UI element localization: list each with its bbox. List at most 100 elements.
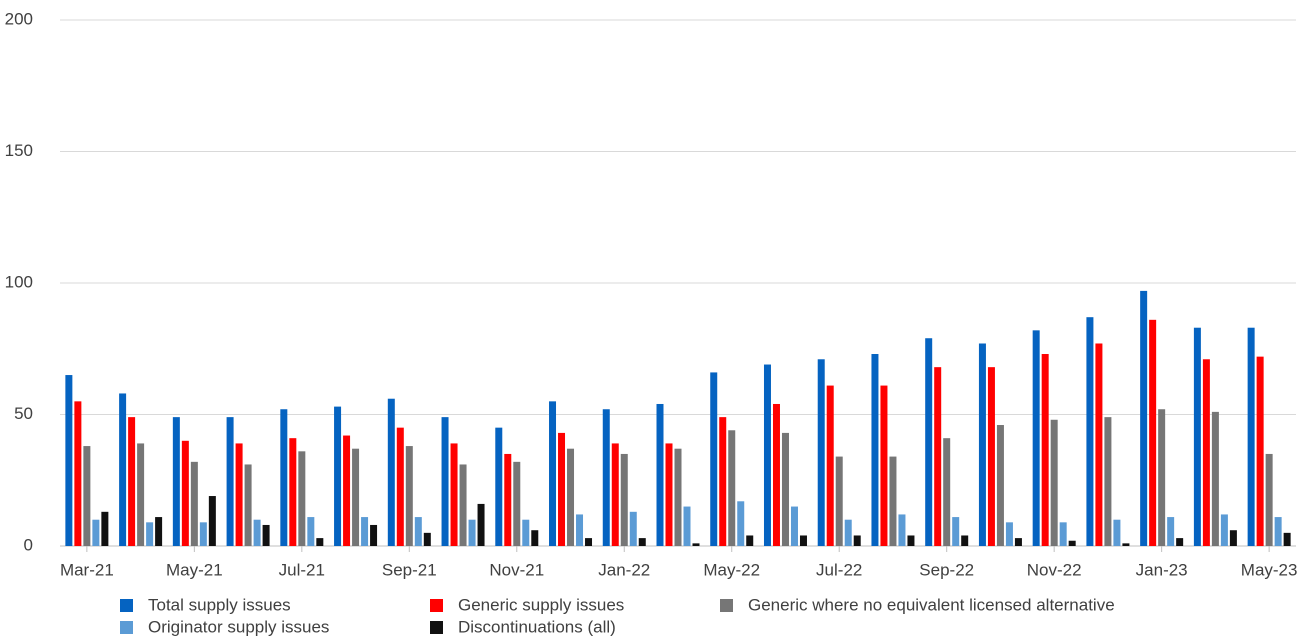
x-tick-label: May-23: [1241, 560, 1298, 579]
bar: [83, 446, 91, 546]
bar: [208, 496, 216, 546]
bar: [1095, 343, 1103, 546]
x-tick-label: Sep-22: [919, 560, 974, 579]
legend-swatch: [120, 621, 133, 634]
x-tick-label: Jan-22: [598, 560, 650, 579]
bar: [907, 535, 915, 546]
bar: [146, 522, 154, 546]
bar: [1005, 522, 1013, 546]
bar: [549, 401, 557, 546]
bar: [1158, 409, 1166, 546]
bar: [450, 443, 458, 546]
bar: [405, 446, 413, 546]
bar: [181, 440, 189, 546]
bar: [772, 403, 780, 546]
bar: [1283, 532, 1291, 546]
bar: [683, 506, 691, 546]
bar: [817, 359, 825, 546]
bar: [943, 438, 951, 546]
bar: [172, 417, 180, 546]
bar: [1167, 517, 1175, 546]
bar: [620, 453, 628, 546]
bar: [1176, 538, 1184, 546]
bar: [1104, 417, 1112, 546]
bar: [763, 364, 771, 546]
bar: [925, 338, 933, 546]
legend-label: Discontinuations (all): [458, 617, 616, 636]
bar: [934, 367, 942, 546]
bar: [1086, 317, 1094, 546]
x-tick-label: Nov-22: [1027, 560, 1082, 579]
bar: [1229, 530, 1237, 546]
bar: [280, 409, 288, 546]
bar: [853, 535, 861, 546]
y-tick-label: 150: [5, 141, 33, 160]
bar: [190, 461, 198, 546]
y-tick-label: 100: [5, 272, 33, 291]
x-tick-label: Mar-21: [60, 560, 114, 579]
bar: [996, 425, 1004, 546]
bar: [1032, 330, 1040, 546]
bar: [1274, 517, 1282, 546]
bar: [423, 532, 431, 546]
bar: [387, 398, 395, 546]
bar: [531, 530, 539, 546]
bar: [352, 448, 360, 546]
bar: [65, 375, 73, 546]
bar: [826, 385, 834, 546]
bar: [719, 417, 727, 546]
bar: [226, 417, 234, 546]
bar: [638, 538, 646, 546]
bar: [307, 517, 315, 546]
bar: [987, 367, 995, 546]
bar: [1265, 453, 1273, 546]
bar: [92, 519, 100, 546]
bar: [298, 451, 306, 546]
legend-swatch: [720, 599, 733, 612]
bar: [468, 519, 476, 546]
bar: [1041, 354, 1049, 546]
bar: [1113, 519, 1121, 546]
bar: [370, 524, 378, 546]
bar: [1193, 327, 1201, 546]
bar: [155, 517, 163, 546]
bar: [495, 427, 503, 546]
legend: Total supply issues Generic supply issues…: [120, 595, 1115, 636]
bar: [692, 543, 700, 546]
x-tick-label: May-21: [166, 560, 223, 579]
legend-swatch: [430, 621, 443, 634]
bar: [1014, 538, 1022, 546]
bar: [728, 430, 736, 546]
x-tick-label: Sep-21: [382, 560, 437, 579]
bar: [602, 409, 610, 546]
bar: [898, 514, 906, 546]
legend-swatch: [430, 599, 443, 612]
bar: [665, 443, 673, 546]
y-tick-label: 200: [5, 9, 33, 28]
bar: [746, 535, 754, 546]
bar: [1202, 359, 1210, 546]
bar: [459, 464, 467, 546]
bar: [137, 443, 145, 546]
bar: [101, 511, 109, 546]
bar: [343, 435, 351, 546]
bar: [656, 403, 664, 546]
bar: [316, 538, 324, 546]
bar: [1059, 522, 1067, 546]
bar: [1140, 290, 1148, 546]
bar: [441, 417, 449, 546]
bar: [1149, 319, 1157, 546]
bar: [781, 432, 789, 546]
x-tick-label: Jul-21: [279, 560, 325, 579]
y-tick-label: 50: [14, 404, 33, 423]
bar: [414, 517, 422, 546]
bar: [361, 517, 369, 546]
bar: [522, 519, 530, 546]
bar: [835, 456, 843, 546]
bar: [1211, 411, 1219, 546]
bar: [880, 385, 888, 546]
y-tick-label: 0: [24, 535, 33, 554]
bar: [1256, 356, 1264, 546]
bar: [978, 343, 986, 546]
